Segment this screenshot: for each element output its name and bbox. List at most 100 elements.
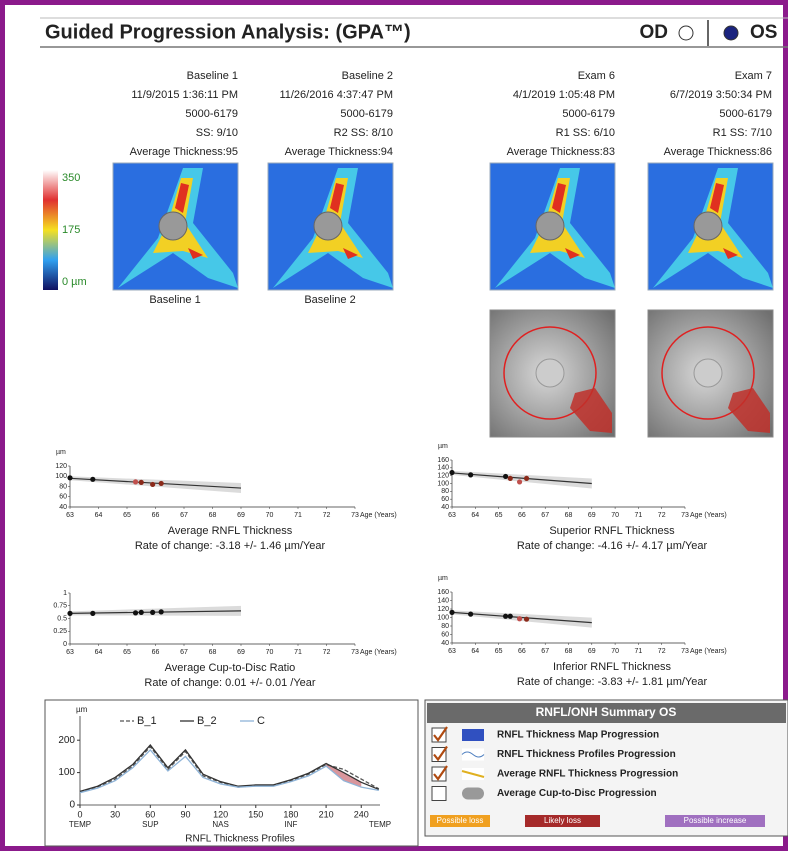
x-tick-label: 67	[541, 512, 549, 519]
exam-info: Baseline 1	[187, 70, 238, 82]
summary-header	[427, 703, 786, 723]
y-tick-label: 60	[59, 494, 67, 501]
exam-info: Average Thickness:83	[507, 146, 615, 158]
x-tick-label: 73	[681, 512, 689, 519]
data-point	[150, 609, 156, 615]
y-tick-label: 0.25	[53, 628, 67, 635]
x-tick-label: 73	[351, 512, 359, 519]
item-icon	[462, 729, 484, 741]
eye-radio	[678, 25, 694, 41]
data-point	[516, 616, 523, 622]
x-tick-label: 71	[294, 649, 302, 656]
chart-title: Superior RNFL Thickness	[549, 525, 675, 537]
legend-box-label: Possible loss	[437, 816, 484, 825]
x-tick-label: 65	[495, 512, 503, 519]
summary-item: RNFL Thickness Profiles Progression	[497, 749, 676, 760]
y-tick-label: 60	[441, 496, 449, 503]
exam-info: 11/26/2016 4:37:47 PM	[279, 89, 393, 101]
y-tick-label: 120	[437, 473, 449, 480]
y-axis-label: µm	[56, 449, 66, 456]
data-point	[507, 475, 513, 482]
x-tick-label: 72	[323, 649, 331, 656]
data-point	[516, 479, 523, 485]
y-tick-label: 0	[63, 641, 67, 648]
map-label: Baseline 2	[304, 294, 355, 306]
x-tick-label: 67	[541, 648, 549, 655]
x-tick-label: 64	[95, 649, 103, 656]
color-scale-label: 175	[62, 224, 80, 236]
x-tick-label: 69	[588, 648, 596, 655]
y-tick-label: 40	[441, 640, 449, 647]
summary-title: RNFL/ONH Summary OS	[536, 705, 677, 719]
x-tick-label: 69	[237, 512, 245, 519]
x-tick-label: 0	[77, 809, 82, 819]
trend-line	[451, 472, 592, 485]
rate-of-change: Rate of change: -4.16 +/- 4.17 µm/Year	[517, 540, 708, 552]
data-point	[138, 609, 144, 615]
data-point	[523, 475, 530, 482]
region-label: NAS	[212, 820, 228, 829]
x-axis-label: Age (Years)	[360, 649, 397, 656]
x-tick-label: 65	[495, 648, 503, 655]
x-tick-label: 71	[635, 512, 643, 519]
chart-title: RNFL Thickness Profiles	[185, 834, 294, 845]
data-point	[90, 476, 96, 482]
exam-info: R1 SS: 7/10	[713, 127, 772, 139]
y-tick-label: 120	[437, 606, 449, 613]
x-tick-label: 66	[152, 512, 160, 519]
exam-info: 4/1/2019 1:05:48 PM	[513, 89, 615, 101]
data-point	[502, 613, 509, 619]
loss-area	[326, 763, 362, 788]
exam-info: Baseline 2	[342, 70, 393, 82]
legend-box	[665, 815, 765, 827]
x-tick-label: 64	[471, 512, 479, 519]
confidence-band	[452, 470, 592, 489]
x-tick-label: 73	[681, 648, 689, 655]
data-point	[132, 479, 139, 485]
y-tick-label: 1	[63, 590, 67, 597]
data-point	[67, 610, 73, 617]
legend-label: C	[257, 715, 265, 727]
x-tick-label: 60	[145, 809, 155, 819]
data-point	[158, 480, 164, 487]
optic-disc	[313, 211, 343, 241]
exam-info: Average Thickness:95	[130, 146, 238, 158]
y-tick-label: 0	[69, 800, 75, 811]
x-tick-label: 71	[635, 648, 643, 655]
data-point	[502, 473, 509, 480]
x-tick-label: 69	[588, 512, 596, 519]
item-icon	[462, 787, 484, 800]
x-tick-label: 90	[180, 809, 190, 819]
data-point	[90, 610, 96, 617]
trend-line	[69, 477, 242, 489]
fundus-disc	[693, 358, 723, 388]
optic-disc	[693, 211, 723, 241]
exam-info: Average Thickness:94	[285, 146, 393, 158]
y-tick-label: 160	[437, 589, 449, 596]
y-axis-label: µm	[76, 705, 88, 714]
x-tick-label: 71	[294, 512, 302, 519]
fundus-loss	[728, 388, 770, 433]
x-tick-label: 180	[283, 809, 298, 819]
y-tick-label: 120	[55, 463, 67, 470]
x-tick-label: 150	[248, 809, 263, 819]
map-label: Baseline 1	[149, 294, 200, 306]
y-axis-label: µm	[438, 443, 448, 450]
legend-box-label: Likely loss	[544, 816, 581, 825]
y-tick-label: 60	[441, 631, 449, 638]
y-tick-label: 140	[437, 465, 449, 472]
legend-box-label: Possible increase	[684, 816, 747, 825]
x-tick-label: 69	[237, 649, 245, 656]
rate-of-change: Rate of change: 0.01 +/- 0.01 /Year	[144, 677, 315, 689]
y-tick-label: 200	[58, 735, 75, 746]
x-tick-label: 65	[123, 649, 131, 656]
legend-label: B_1	[137, 715, 157, 727]
check-mark	[433, 765, 448, 781]
y-tick-label: 100	[58, 767, 75, 778]
x-tick-label: 30	[110, 809, 120, 819]
fundus-disc	[535, 358, 565, 388]
x-tick-label: 68	[565, 648, 573, 655]
rate-of-change: Rate of change: -3.18 +/- 1.46 µm/Year	[135, 540, 326, 552]
